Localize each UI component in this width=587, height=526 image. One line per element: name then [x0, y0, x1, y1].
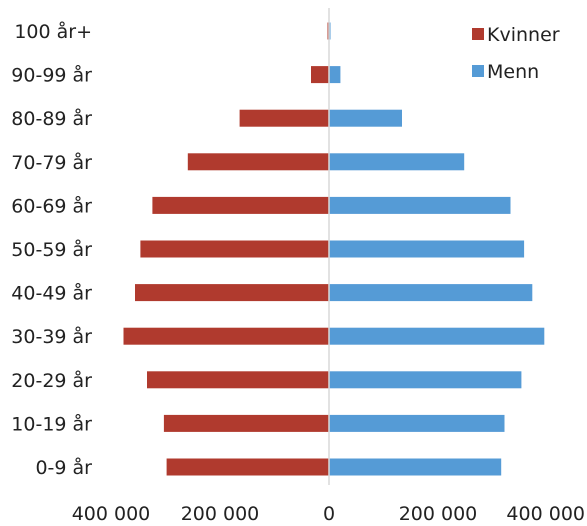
legend-swatch-menn: [472, 65, 484, 77]
y-tick-label: 30-39 år: [11, 325, 92, 348]
bar-kvinner-70-79-r: [187, 153, 329, 171]
y-tick-label: 60-69 år: [11, 194, 92, 217]
legend: Kvinner Menn: [472, 24, 560, 83]
legend-label-kvinner: Kvinner: [487, 24, 560, 46]
x-tick-label: 200 000: [181, 503, 260, 525]
y-tick-label: 40-49 år: [11, 282, 92, 305]
y-tick-label: 70-79 år: [11, 151, 92, 174]
bar-menn-80-89-r: [329, 109, 402, 127]
bar-menn-50-59-r: [329, 240, 525, 258]
y-tick-label: 50-59 år: [11, 238, 92, 261]
bar-menn-30-39-r: [329, 327, 545, 345]
y-tick-label: 90-99 år: [11, 64, 92, 87]
x-tick-label: 0: [323, 503, 335, 525]
x-tick-label: 400 000: [72, 503, 151, 525]
bars-layer: [123, 22, 545, 476]
bar-kvinner-0-9-r: [166, 458, 329, 476]
bar-menn-70-79-r: [329, 153, 465, 171]
bar-kvinner-30-39-r: [123, 327, 329, 345]
bar-kvinner-60-69-r: [152, 196, 329, 214]
bar-kvinner-10-19-r: [163, 414, 329, 432]
bar-kvinner-50-59-r: [140, 240, 329, 258]
bar-menn-0-9-r: [329, 458, 502, 476]
bar-kvinner-40-49-r: [135, 284, 329, 302]
bar-kvinner-80-89-r: [239, 109, 329, 127]
legend-label-menn: Menn: [487, 61, 539, 83]
y-tick-label: 20-29 år: [11, 369, 92, 392]
y-tick-label: 80-89 år: [11, 107, 92, 130]
bar-menn-60-69-r: [329, 196, 511, 214]
bar-menn-90-99-r: [329, 66, 341, 84]
y-tick-label: 0-9 år: [35, 456, 92, 479]
y-tick-label: 100 år+: [14, 20, 92, 43]
bar-menn-40-49-r: [329, 284, 533, 302]
bar-menn-10-19-r: [329, 414, 505, 432]
x-axis-labels: 400 000 200 000 0 200 000 400 000: [72, 503, 585, 525]
y-axis-labels: 100 år+ 90-99 år 80-89 år 70-79 år 60-69 år 5…: [11, 20, 92, 479]
bar-menn-20-29-r: [329, 371, 522, 389]
y-tick-label: 10-19 år: [11, 412, 92, 435]
bar-kvinner-90-99-r: [311, 66, 329, 84]
x-tick-label: 200 000: [399, 503, 478, 525]
x-tick-label: 400 000: [506, 503, 585, 525]
legend-swatch-kvinner: [472, 28, 484, 40]
bar-kvinner-20-29-r: [147, 371, 329, 389]
